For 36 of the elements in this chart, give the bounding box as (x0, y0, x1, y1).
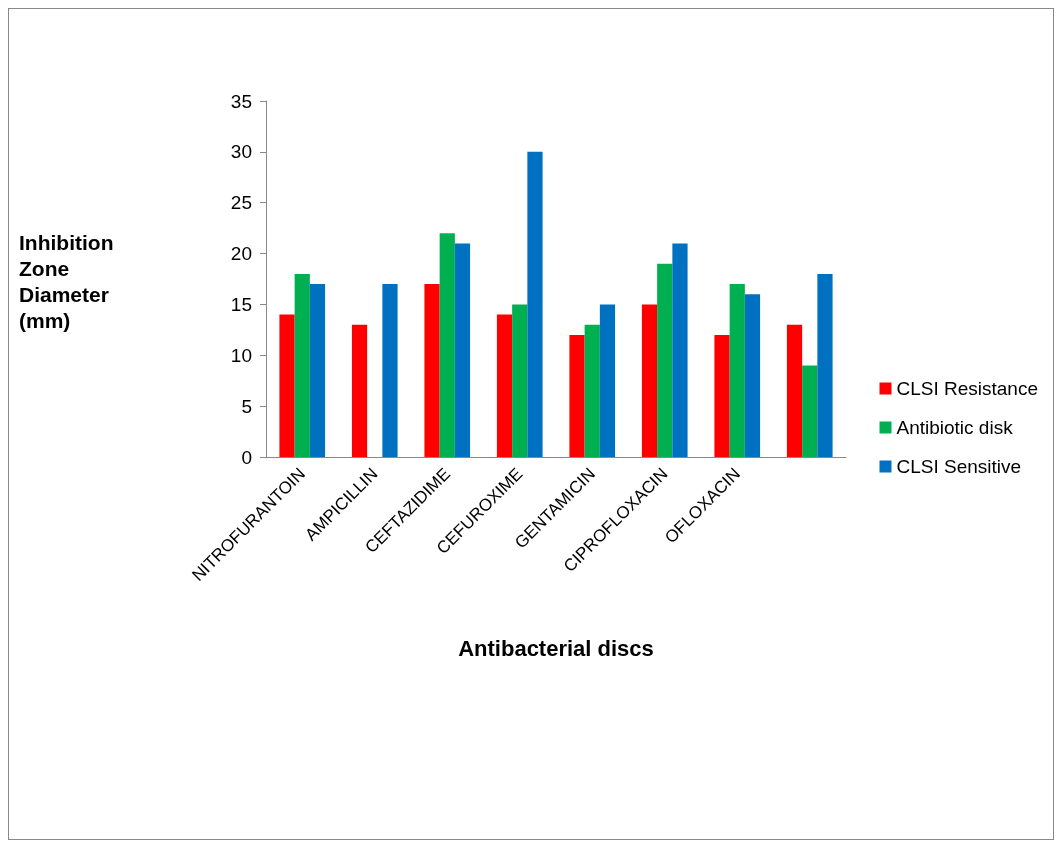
bar (294, 273, 310, 457)
bar (584, 324, 600, 457)
bar (786, 324, 803, 457)
bar (817, 273, 833, 457)
y-axis-title: Inhibition Zone Diameter (mm) (19, 230, 120, 332)
bar (527, 151, 543, 457)
bar (309, 284, 326, 457)
bar (424, 284, 440, 457)
bar (657, 263, 673, 457)
bar (569, 334, 585, 457)
bar (744, 294, 761, 457)
y-tick-label: 15 (230, 293, 252, 315)
y-tick-label: 30 (230, 141, 252, 163)
bar (641, 304, 658, 457)
bar (512, 304, 528, 457)
bar (729, 284, 745, 457)
bar (672, 243, 688, 457)
bar (279, 314, 295, 457)
y-tick-label: 25 (230, 192, 252, 214)
x-axis-title: Antibacterial discs (458, 635, 654, 661)
y-tick-label: 5 (241, 395, 252, 417)
legend-label: Antibiotic disk (896, 417, 1014, 438)
y-tick-label: 35 (230, 90, 252, 112)
legend-label: CLSI Sensitive (896, 456, 1022, 477)
bar (802, 365, 818, 457)
bar (454, 243, 471, 457)
bar (599, 304, 616, 457)
legend-label: CLSI Resistance (896, 378, 1039, 399)
y-tick-label: 20 (230, 243, 252, 265)
bar (351, 324, 368, 457)
y-tick-label: 0 (241, 446, 252, 468)
bar (714, 334, 730, 457)
y-tick-label: 10 (230, 344, 252, 366)
bar (496, 314, 513, 457)
bar (439, 233, 455, 457)
bar (382, 284, 398, 457)
